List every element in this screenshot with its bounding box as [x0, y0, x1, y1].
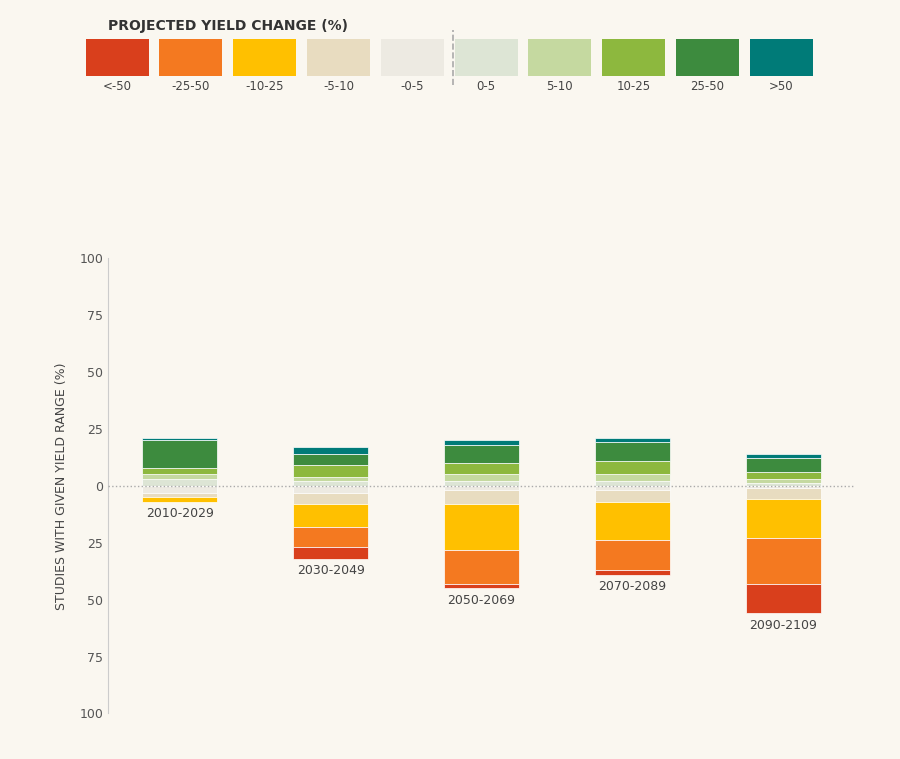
Bar — [595, 490, 670, 502]
Y-axis label: STUDIES WITH GIVEN YIELD RANGE (%): STUDIES WITH GIVEN YIELD RANGE (%) — [55, 362, 68, 609]
Bar — [292, 447, 368, 454]
Text: -10-25: -10-25 — [246, 80, 284, 93]
Bar — [595, 502, 670, 540]
Bar — [292, 486, 368, 493]
Text: >50: >50 — [769, 80, 794, 93]
Bar — [745, 499, 821, 538]
Bar — [142, 479, 218, 486]
Bar — [142, 468, 218, 474]
Bar — [142, 474, 218, 479]
Bar — [292, 504, 368, 527]
Text: -25-50: -25-50 — [172, 80, 210, 93]
Text: 25-50: 25-50 — [690, 80, 725, 93]
Bar — [292, 547, 368, 559]
Text: 2010-2029: 2010-2029 — [146, 508, 213, 521]
Bar — [444, 481, 519, 486]
Bar — [142, 497, 218, 502]
Text: -5-10: -5-10 — [323, 80, 354, 93]
Bar — [595, 481, 670, 486]
Bar — [745, 486, 821, 488]
Bar — [745, 454, 821, 458]
Bar — [444, 490, 519, 504]
Bar — [444, 474, 519, 481]
Bar — [595, 438, 670, 442]
Bar — [595, 486, 670, 490]
Bar — [292, 527, 368, 547]
Bar — [745, 479, 821, 483]
Bar — [142, 438, 218, 440]
Bar — [745, 488, 821, 499]
Text: 10-25: 10-25 — [616, 80, 651, 93]
Bar — [142, 440, 218, 468]
Bar — [595, 461, 670, 474]
Bar — [444, 440, 519, 445]
Bar — [595, 570, 670, 575]
Bar — [595, 540, 670, 570]
Bar — [292, 481, 368, 486]
Bar — [444, 550, 519, 584]
Bar — [444, 486, 519, 490]
Bar — [444, 584, 519, 588]
Text: -0-5: -0-5 — [400, 80, 424, 93]
Bar — [142, 493, 218, 497]
Text: 0-5: 0-5 — [476, 80, 496, 93]
Text: 2090-2109: 2090-2109 — [750, 619, 817, 632]
Text: PROJECTED YIELD CHANGE (%): PROJECTED YIELD CHANGE (%) — [108, 19, 348, 33]
Bar — [444, 463, 519, 474]
Text: 2070-2089: 2070-2089 — [598, 581, 667, 594]
Bar — [292, 454, 368, 465]
Bar — [595, 442, 670, 461]
Bar — [745, 458, 821, 472]
Bar — [745, 538, 821, 584]
Text: 5-10: 5-10 — [546, 80, 573, 93]
Bar — [444, 504, 519, 550]
Bar — [595, 474, 670, 481]
Bar — [292, 477, 368, 481]
Text: 2050-2069: 2050-2069 — [447, 594, 516, 607]
Text: <-50: <-50 — [103, 80, 131, 93]
Bar — [292, 465, 368, 477]
Bar — [745, 483, 821, 486]
Bar — [745, 584, 821, 613]
Bar — [142, 486, 218, 493]
Bar — [292, 493, 368, 504]
Text: 2030-2049: 2030-2049 — [297, 565, 364, 578]
Bar — [444, 445, 519, 463]
Bar — [745, 472, 821, 479]
